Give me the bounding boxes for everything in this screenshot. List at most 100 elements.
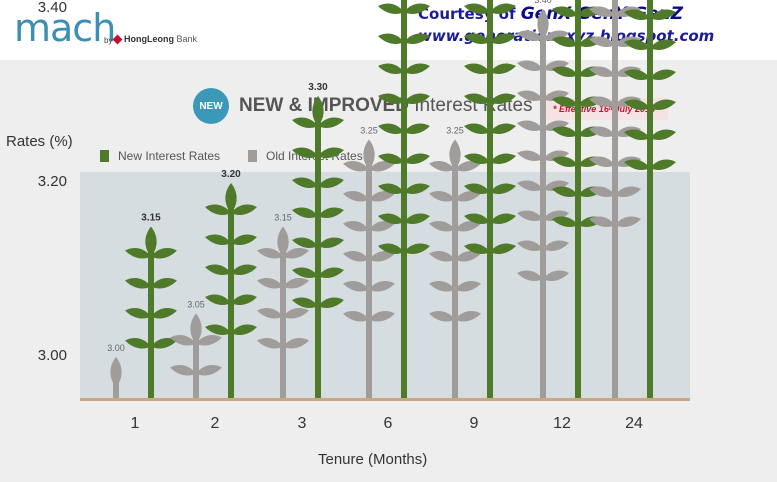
plant-leaf-left [170, 335, 196, 346]
x-tick-label: 1 [131, 415, 140, 432]
plant-leaf-right [543, 270, 569, 281]
plant-leaf-left [552, 66, 578, 77]
plant-leaf-left [517, 120, 543, 131]
plant-leaf-left [125, 308, 151, 319]
plant-bud [537, 9, 549, 39]
plant-stem [487, 0, 493, 398]
old-rate-plant: 3.00 [107, 343, 125, 398]
plant-leaf-left [552, 156, 578, 167]
plant-leaf-left [517, 30, 543, 41]
plant-leaf-right [231, 324, 257, 335]
x-tick-label: 12 [553, 415, 571, 432]
plant-leaf-left [517, 90, 543, 101]
plant-leaf-left [292, 267, 318, 278]
plant-leaf-left [125, 278, 151, 289]
plant-leaf-left [624, 69, 650, 80]
plant-stem [366, 151, 372, 398]
title-bold: NEW & IMPROVED [239, 95, 409, 116]
plant-leaf-left [517, 150, 543, 161]
plant-leaf-left [589, 66, 615, 77]
old-rate-plant: 3.05 [170, 300, 222, 398]
plant-leaf-right [543, 210, 569, 221]
plant-leaf-left [170, 365, 196, 376]
plant-leaf-left [464, 213, 490, 224]
old-rate-label: 3.15 [274, 213, 292, 223]
plant-leaf-left [429, 311, 455, 322]
plant-bud [312, 96, 324, 126]
plant-leaf-left [552, 36, 578, 47]
new-rate-plant: 3.50 [464, 0, 516, 398]
plant-leaf-right [543, 180, 569, 191]
plant-leaf-left [378, 243, 404, 254]
plant-stem [647, 0, 653, 398]
plant-leaf-right [490, 3, 516, 14]
plant-leaf-right [455, 221, 481, 232]
plant-stem [315, 108, 321, 398]
plant-leaf-right [404, 3, 430, 14]
plant-leaf-right [283, 308, 309, 319]
plant-leaf-right [650, 99, 676, 110]
plant-bud [110, 357, 122, 387]
plant-leaf-left [257, 278, 283, 289]
plant-leaf-right [151, 248, 177, 259]
plant-leaf-left [624, 99, 650, 110]
plant-leaf-left [378, 123, 404, 134]
brand-by: by [104, 36, 113, 45]
new-rate-plant: 3.70 [624, 0, 676, 398]
plant-leaf-right [404, 63, 430, 74]
plant-leaf-left [464, 123, 490, 134]
plant-bud [277, 226, 289, 257]
plant-leaf-left [589, 96, 615, 107]
bank-name: HongLeong [124, 34, 174, 44]
plant-leaf-left [257, 248, 283, 259]
plant-leaf-right [490, 93, 516, 104]
plant-leaf-right [318, 147, 344, 158]
plant-leaf-left [205, 294, 231, 305]
plant-bud [363, 139, 375, 170]
plant-leaf-left [378, 213, 404, 224]
plant-leaf-right [490, 243, 516, 254]
plant-leaf-right [404, 153, 430, 164]
new-rate-label: 3.20 [221, 169, 241, 180]
old-rate-plant: 3.40 [517, 0, 569, 398]
plant-leaf-left [429, 221, 455, 232]
plant-leaf-left [517, 240, 543, 251]
plant-leaf-left [205, 264, 231, 275]
plant-leaf-left [464, 3, 490, 14]
new-rate-plant: 3.50 [378, 0, 430, 398]
old-rate-label: 3.00 [107, 343, 125, 353]
plant-leaf-right [283, 278, 309, 289]
plant-leaf-right [543, 120, 569, 131]
plant-leaf-right [490, 33, 516, 44]
plant-leaf-right [404, 33, 430, 44]
plant-leaf-right [650, 129, 676, 140]
plant-leaf-left [552, 216, 578, 227]
plant-leaf-right [196, 335, 222, 346]
new-rate-plant: 3.20 [205, 169, 257, 398]
plant-leaf-right [231, 204, 257, 215]
plant-leaf-right [543, 60, 569, 71]
legend-swatch-old [248, 150, 257, 162]
plant-leaf-right [490, 183, 516, 194]
plant-leaf-left [429, 161, 455, 172]
bank-logo: HongLeong Bank [112, 34, 197, 45]
plant-leaf-right [543, 30, 569, 41]
plant-stem [401, 0, 407, 398]
plant-leaf-left [343, 161, 369, 172]
plant-leaf-left [257, 338, 283, 349]
plant-leaf-left [429, 191, 455, 202]
old-rate-plant: 3.25 [429, 126, 481, 398]
plant-leaf-left [589, 156, 615, 167]
plant-leaf-left [517, 210, 543, 221]
plant-leaf-right [196, 365, 222, 376]
plant-leaf-right [543, 90, 569, 101]
plant-leaf-left [624, 129, 650, 140]
plant-leaf-right [615, 216, 641, 227]
plant-bud [190, 313, 202, 344]
plant-leaf-left [292, 117, 318, 128]
plant-stem [575, 0, 581, 398]
y-tick-label: 3.00 [38, 347, 67, 364]
plant-leaf-right [455, 251, 481, 262]
new-rate-plant: 3.15 [125, 213, 177, 398]
plant-leaf-left [378, 33, 404, 44]
